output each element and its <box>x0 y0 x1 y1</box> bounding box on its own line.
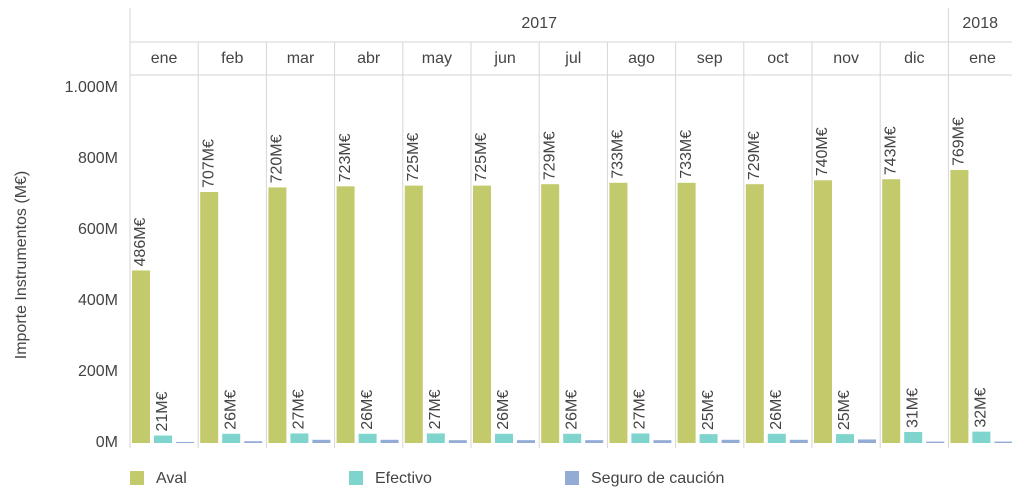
value-label: 729M€ <box>541 131 558 180</box>
value-label: 32M€ <box>973 388 990 428</box>
value-label: 740M€ <box>814 127 831 176</box>
bar <box>926 441 945 443</box>
value-label: 25M€ <box>836 390 853 430</box>
y-tick-label: 600M <box>78 221 118 238</box>
value-label: 26M€ <box>768 390 785 430</box>
bar <box>585 440 604 443</box>
bar <box>336 186 355 443</box>
value-label: 26M€ <box>222 390 239 430</box>
value-label: 723M€ <box>337 133 354 182</box>
x-tick-label: nov <box>833 50 859 67</box>
bar <box>882 179 901 444</box>
bar <box>677 182 696 443</box>
x-tick-label: jul <box>564 50 581 67</box>
x-tick-label: sep <box>697 50 723 67</box>
bar <box>789 439 808 443</box>
x-tick-label: dic <box>904 50 924 67</box>
value-label: 27M€ <box>427 389 444 429</box>
value-label: 26M€ <box>359 390 376 430</box>
bar <box>631 433 650 443</box>
value-label: 725M€ <box>473 133 490 182</box>
value-label: 26M€ <box>563 390 580 430</box>
bar <box>950 170 969 443</box>
bar <box>448 440 467 443</box>
x-tick-label: may <box>422 50 452 67</box>
value-label: 733M€ <box>610 130 627 179</box>
y-axis-title: Importe Instrumentos (M€) <box>13 171 30 360</box>
value-label: 27M€ <box>291 389 308 429</box>
legend-label: Efectivo <box>375 470 432 487</box>
legend-swatch <box>565 471 579 485</box>
bar <box>699 434 718 443</box>
x-tick-label: mar <box>287 50 315 67</box>
bar <box>268 187 287 443</box>
legend-swatch <box>349 471 363 485</box>
bar <box>609 182 628 443</box>
value-label: 743M€ <box>882 126 899 175</box>
x-tick-label: ago <box>628 50 655 67</box>
value-label: 27M€ <box>632 389 649 429</box>
x-tick-label: jun <box>493 50 515 67</box>
bar <box>290 433 309 443</box>
y-tick-label: 0M <box>96 434 118 451</box>
x-tick-label: feb <box>221 50 243 67</box>
bar <box>563 433 582 443</box>
bar <box>836 434 854 443</box>
bar <box>222 433 241 443</box>
bar <box>653 440 672 443</box>
bar <box>972 431 991 443</box>
bar <box>473 185 491 443</box>
y-tick-label: 800M <box>78 150 118 167</box>
bar <box>994 441 1012 443</box>
x-tick-label: abr <box>357 50 381 67</box>
bar <box>200 192 219 443</box>
bar <box>426 433 445 443</box>
value-label: 21M€ <box>154 391 171 431</box>
bar <box>517 440 535 443</box>
bar <box>404 185 423 443</box>
y-tick-label: 1.000M <box>65 79 118 96</box>
value-label: 26M€ <box>495 390 512 430</box>
bar <box>745 184 764 443</box>
value-label: 31M€ <box>904 388 921 428</box>
value-label: 769M€ <box>951 117 968 166</box>
bar <box>721 439 740 443</box>
legend-label: Seguro de caución <box>591 470 724 487</box>
bar <box>154 435 172 443</box>
value-label: 729M€ <box>746 131 763 180</box>
value-label: 707M€ <box>200 139 217 188</box>
y-tick-label: 400M <box>78 292 118 309</box>
year-label: 2017 <box>521 15 557 32</box>
x-tick-label: ene <box>151 50 178 67</box>
bar <box>858 439 876 443</box>
value-label: 720M€ <box>269 134 286 183</box>
x-tick-label: oct <box>767 50 789 67</box>
y-tick-label: 200M <box>78 363 118 380</box>
bar <box>312 439 331 443</box>
bar <box>132 270 150 443</box>
bar <box>380 439 399 443</box>
bar <box>814 180 832 444</box>
bar <box>767 433 786 443</box>
bar <box>176 441 194 443</box>
bar <box>495 433 513 443</box>
value-label: 733M€ <box>678 130 695 179</box>
bar <box>541 184 560 443</box>
x-tick-label: ene <box>969 50 996 67</box>
bar <box>358 433 377 443</box>
legend-label: Aval <box>156 470 187 487</box>
value-label: 486M€ <box>132 217 149 266</box>
bar <box>244 441 263 443</box>
value-label: 25M€ <box>700 390 717 430</box>
bar <box>904 431 923 443</box>
value-label: 725M€ <box>405 133 422 182</box>
year-label: 2018 <box>962 15 998 32</box>
legend-swatch <box>130 471 144 485</box>
